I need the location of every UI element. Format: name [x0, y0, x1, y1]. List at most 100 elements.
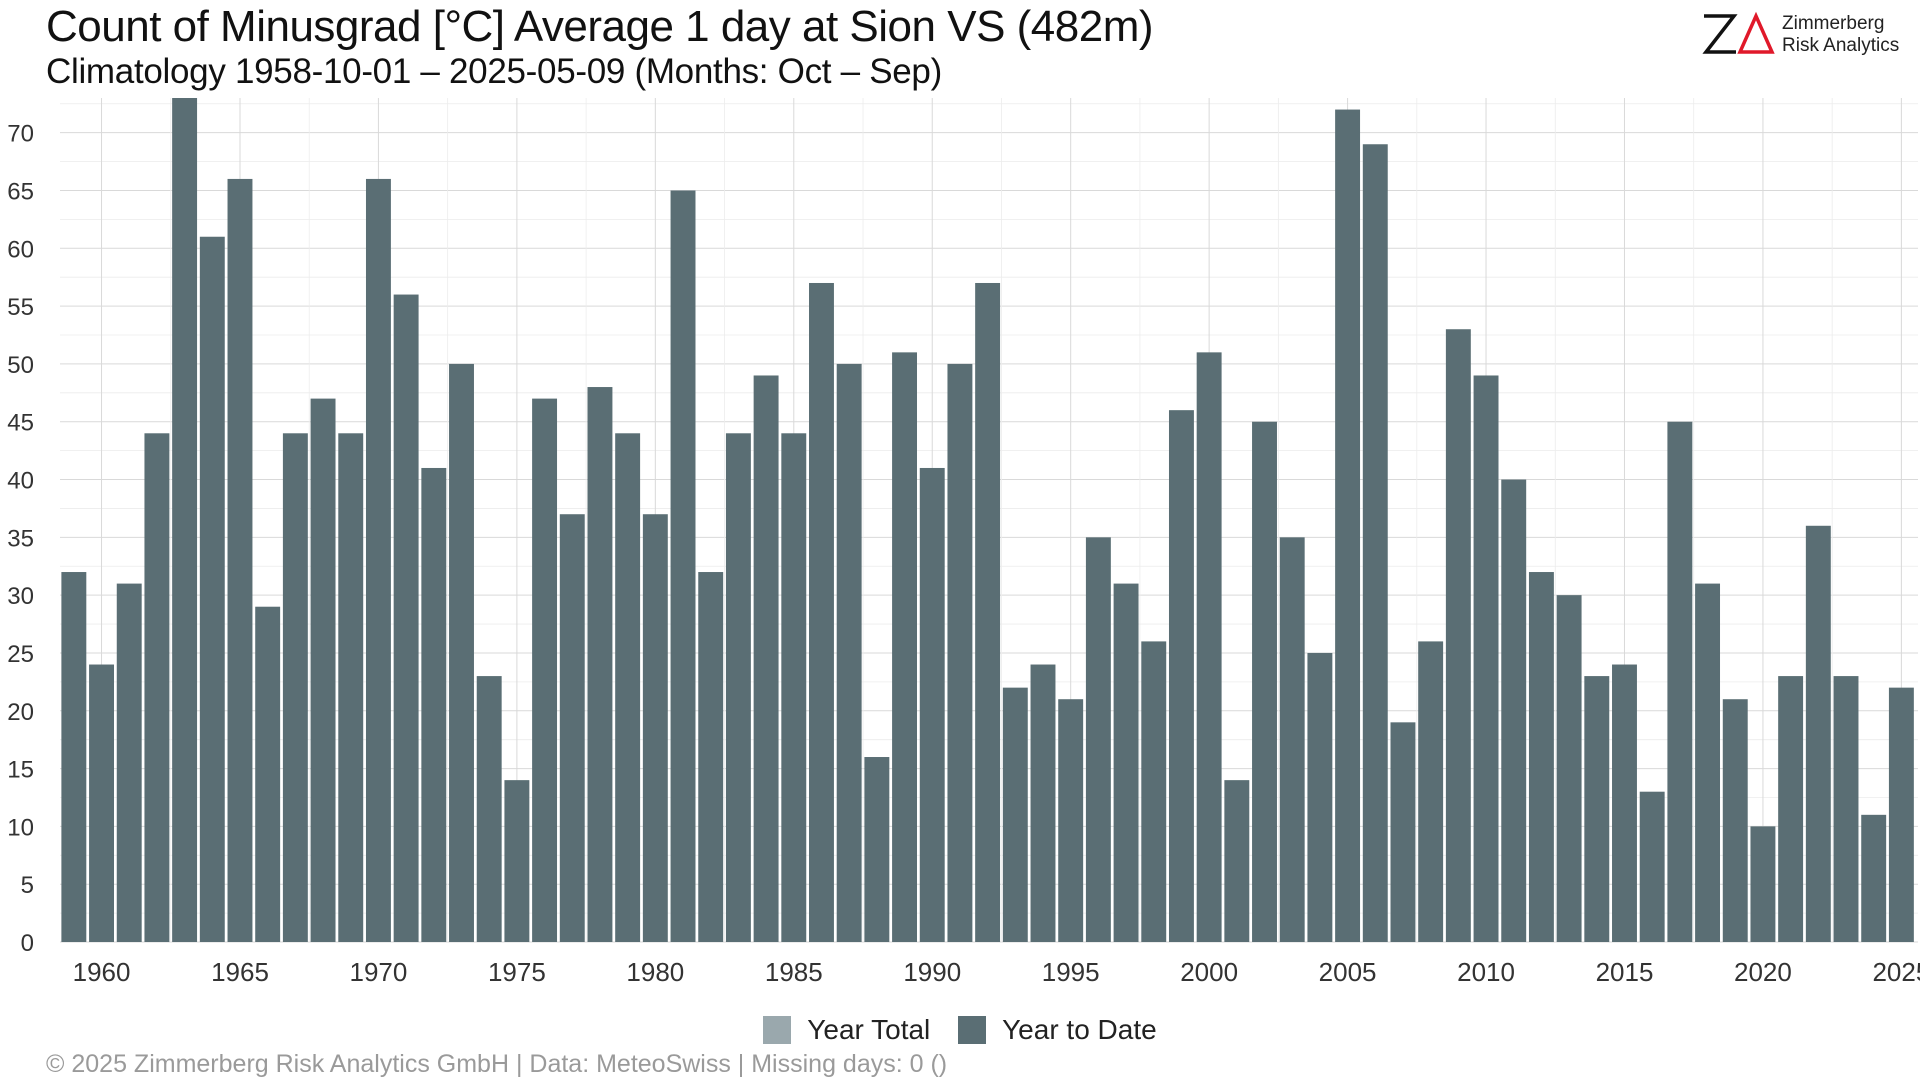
- x-tick-label: 1995: [1042, 957, 1100, 987]
- bar-1968: [310, 398, 336, 942]
- y-tick-label: 0: [21, 930, 34, 957]
- x-tick-label: 2025: [1872, 957, 1920, 987]
- y-tick-label: 40: [7, 468, 34, 495]
- x-tick-label: 2015: [1596, 957, 1654, 987]
- bar-1977: [559, 514, 585, 942]
- bar-1969: [338, 433, 364, 942]
- bar-1984: [753, 375, 779, 942]
- bar-1999: [1168, 410, 1194, 942]
- y-tick-label: 5: [21, 872, 34, 899]
- bar-1974: [476, 676, 502, 942]
- bar-1980: [642, 514, 668, 942]
- logo-mark: [1702, 11, 1775, 54]
- bar-1978: [587, 387, 613, 942]
- bar-1972: [421, 467, 447, 942]
- x-tick-label: 2020: [1734, 957, 1792, 987]
- legend-swatch-year-total: [763, 1016, 792, 1044]
- bar-2025: [1888, 687, 1914, 942]
- bar-2003: [1279, 537, 1305, 942]
- bar-2020: [1750, 826, 1776, 942]
- bar-1967: [282, 433, 308, 942]
- bar-1960: [89, 664, 114, 942]
- x-tick-label: 1960: [73, 957, 131, 987]
- bar-1989: [892, 352, 918, 942]
- y-tick-label: 60: [7, 236, 34, 263]
- bar-1996: [1085, 537, 1111, 942]
- bar-2018: [1695, 583, 1721, 942]
- x-tick-label: 2010: [1457, 957, 1515, 987]
- bar-2005: [1335, 109, 1361, 942]
- y-tick-label: 70: [7, 121, 34, 148]
- bar-2015: [1612, 664, 1637, 942]
- bar-2024: [1861, 814, 1887, 942]
- legend-item-year-total: Year Total: [763, 1014, 930, 1046]
- bar-1973: [449, 363, 474, 942]
- bar-1983: [725, 433, 751, 942]
- y-tick-label: 20: [7, 699, 34, 726]
- x-tick-label: 1985: [765, 957, 823, 987]
- bar-1963: [172, 98, 198, 942]
- bar-1997: [1113, 583, 1139, 942]
- bar-2004: [1307, 652, 1333, 942]
- bar-2017: [1667, 421, 1693, 942]
- bar-2013: [1556, 595, 1582, 942]
- bar-1964: [199, 236, 225, 942]
- bar-2001: [1224, 780, 1250, 942]
- bar-1990: [919, 467, 945, 942]
- bar-1982: [698, 572, 724, 942]
- y-tick-label: 15: [7, 757, 34, 784]
- bar-1961: [116, 583, 142, 942]
- bar-2023: [1833, 676, 1859, 942]
- company-logo: Zimmerberg Risk Analytics: [1702, 10, 1902, 60]
- bar-2007: [1390, 722, 1416, 942]
- legend-label-year-total: Year Total: [807, 1014, 931, 1045]
- bar-1994: [1030, 664, 1056, 942]
- bar-1985: [781, 433, 807, 942]
- bar-1970: [365, 178, 391, 942]
- y-tick-label: 50: [7, 352, 34, 379]
- bar-2006: [1362, 144, 1388, 942]
- legend: Year Total Year to Date: [0, 1014, 1920, 1051]
- bar-1965: [227, 178, 253, 942]
- logo-text-line2: Risk Analytics: [1782, 35, 1900, 56]
- x-tick-label: 1990: [903, 957, 961, 987]
- bar-1971: [393, 294, 419, 942]
- x-tick-label: 1980: [626, 957, 684, 987]
- bar-2000: [1196, 352, 1222, 942]
- y-tick-label: 65: [7, 178, 34, 205]
- bar-1998: [1141, 641, 1167, 942]
- x-tick-label: 1965: [211, 957, 269, 987]
- bar-1979: [615, 433, 641, 942]
- bar-2009: [1445, 329, 1471, 942]
- chart-subtitle: Climatology 1958-10-01 – 2025-05-09 (Mon…: [46, 52, 942, 91]
- bar-1959: [61, 572, 87, 942]
- legend-swatch-year-to-date: [958, 1016, 987, 1044]
- bar-1975: [504, 780, 530, 942]
- bar-1981: [670, 190, 696, 942]
- y-tick-label: 25: [7, 641, 34, 668]
- bar-1993: [1002, 687, 1028, 942]
- x-tick-label: 1970: [350, 957, 408, 987]
- chart-title: Count of Minusgrad [°C] Average 1 day at…: [46, 2, 1154, 51]
- logo-text-line1: Zimmerberg: [1782, 13, 1885, 34]
- bar-2012: [1528, 572, 1554, 942]
- bar-1987: [836, 363, 862, 942]
- bars: [61, 98, 1914, 942]
- y-tick-label: 35: [7, 525, 34, 552]
- bar-1995: [1058, 699, 1084, 942]
- y-tick-label: 10: [7, 814, 34, 841]
- bar-1976: [532, 398, 558, 942]
- x-tick-label: 2005: [1319, 957, 1377, 987]
- x-tick-label: 1975: [488, 957, 546, 987]
- bar-1962: [144, 433, 170, 942]
- y-tick-label: 55: [7, 294, 34, 321]
- bar-2010: [1473, 375, 1499, 942]
- bar-2022: [1805, 525, 1831, 942]
- bar-1988: [864, 757, 890, 942]
- bar-1992: [975, 282, 1001, 942]
- y-tick-label: 30: [7, 583, 34, 610]
- bar-2019: [1722, 699, 1748, 942]
- footer-caption: © 2025 Zimmerberg Risk Analytics GmbH | …: [46, 1050, 948, 1078]
- legend-item-year-to-date: Year to Date: [958, 1014, 1157, 1046]
